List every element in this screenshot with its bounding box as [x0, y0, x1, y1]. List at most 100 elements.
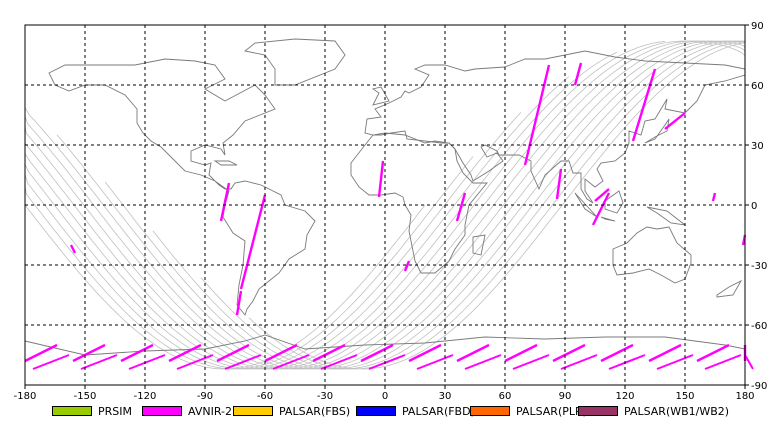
coastline: [716, 279, 743, 298]
swath-strip: [560, 354, 598, 370]
swath-strip: [235, 290, 243, 316]
y-tick-label: -30: [751, 261, 767, 272]
swath-strip: [696, 343, 730, 363]
swath-strip: [32, 354, 70, 370]
swath-strip: [72, 343, 106, 363]
coastline: [350, 132, 488, 274]
swath-strip: [168, 343, 202, 363]
coastline: [472, 234, 486, 256]
orbit-track: [248, 40, 746, 370]
swath-strip: [239, 194, 267, 290]
swath-strip: [368, 354, 406, 370]
swath-strip: [573, 62, 583, 86]
swath-strip: [594, 188, 610, 202]
x-tick-label: 90: [559, 391, 572, 400]
swath-strip: [80, 354, 118, 370]
legend-swatch: [578, 406, 618, 416]
swath-strip: [512, 354, 550, 370]
swath-strip: [648, 343, 682, 363]
y-tick-label: -60: [751, 321, 767, 332]
legend-swatch: [356, 406, 396, 416]
swath-strip: [552, 343, 586, 363]
legend-item-palsar-wb: PALSAR(WB1/WB2): [578, 400, 729, 422]
swath-strip: [377, 160, 385, 198]
swath-strip: [320, 354, 358, 370]
legend-item-palsar-fbd: PALSAR(FBD): [356, 400, 475, 422]
swath-strip: [120, 343, 154, 363]
legend-swatch: [142, 406, 182, 416]
orbit-track: [296, 41, 746, 370]
x-tick-label: -150: [74, 391, 97, 400]
y-tick-label: 90: [751, 21, 764, 32]
swath-strip: [312, 343, 346, 363]
x-tick-label: 0: [382, 391, 388, 400]
swath-strip: [631, 68, 657, 142]
coastline: [600, 216, 616, 222]
coastline: [371, 86, 390, 106]
coastline: [604, 190, 624, 214]
swath-strip: [523, 64, 551, 166]
x-tick-label: 30: [439, 391, 452, 400]
swath-strip: [219, 182, 231, 222]
x-tick-label: -60: [257, 391, 273, 400]
x-tick-label: -180: [14, 391, 37, 400]
x-tick-label: 120: [615, 391, 634, 400]
swath-strip: [408, 343, 442, 363]
y-axis-ticks: 90 60 30 0 -30 -60 -90: [745, 21, 767, 392]
coastline: [48, 58, 316, 316]
swath-strip: [69, 244, 77, 254]
legend-swatch: [233, 406, 273, 416]
swath-strip: [464, 354, 502, 370]
legend-label: PALSAR(FBD): [402, 404, 475, 418]
swath-strip: [24, 343, 58, 363]
legend-item-avnir2: AVNIR-2: [142, 400, 232, 422]
coastline: [646, 206, 687, 226]
swath-strip: [176, 354, 214, 370]
swath-strip: [704, 354, 742, 370]
swath-strip: [403, 260, 411, 272]
graticule: [25, 25, 745, 385]
world-map: -180 -150 -120 -90 -60 -30 0 30 60 90 120 150 180 90…: [14, 21, 768, 400]
swath-strip: [608, 354, 646, 370]
legend-swatch: [52, 406, 92, 416]
x-tick-label: 60: [499, 391, 512, 400]
y-tick-label: 0: [751, 201, 757, 212]
y-tick-label: 60: [751, 81, 764, 92]
swath-strip: [656, 354, 694, 370]
legend: PRSIM AVNIR-2 PALSAR(FBS) PALSAR(FBD) PA…: [0, 400, 770, 422]
swath-strip: [264, 343, 298, 363]
y-tick-label: 30: [751, 141, 764, 152]
orbit-track: [24, 40, 746, 370]
legend-item-prsim: PRSIM: [52, 400, 132, 422]
coastline: [364, 50, 746, 204]
y-tick-label: -90: [751, 381, 767, 392]
swath-strip: [216, 343, 250, 363]
legend-label: PRSIM: [98, 404, 132, 418]
swath-strip: [224, 354, 262, 370]
swath-strip: [456, 343, 490, 363]
coastline: [644, 118, 670, 144]
swath-strip: [555, 168, 563, 200]
legend-item-palsar-plr: PALSAR(PLR): [470, 400, 587, 422]
coastline: [243, 38, 346, 86]
coastline: [612, 226, 692, 284]
legend-label: PALSAR(WB1/WB2): [624, 404, 730, 418]
x-tick-label: -90: [197, 391, 213, 400]
avnir2-swaths: [24, 62, 754, 370]
legend-label: AVNIR-2: [188, 404, 232, 418]
legend-swatch: [470, 406, 510, 416]
swath-strip: [664, 112, 686, 130]
swath-strip: [711, 192, 717, 202]
orbit-track: [24, 40, 746, 370]
x-tick-label: -30: [317, 391, 333, 400]
swath-strip: [360, 343, 394, 363]
swath-strip: [600, 343, 634, 363]
x-tick-label: -120: [134, 391, 157, 400]
x-tick-label: 150: [675, 391, 694, 400]
coastline: [213, 160, 238, 166]
legend-label: PALSAR(PLR): [516, 404, 587, 418]
x-tick-label: 180: [735, 391, 754, 400]
legend-item-palsar-fbs: PALSAR(FBS): [233, 400, 350, 422]
swath-strip: [455, 192, 467, 222]
swath-strip: [272, 354, 310, 370]
